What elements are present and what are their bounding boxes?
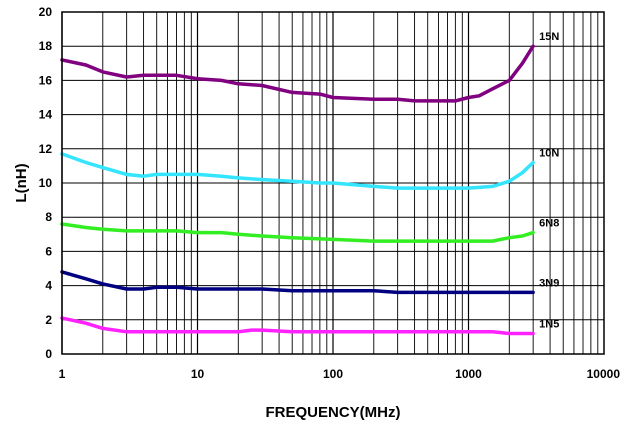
series-label-3n9: 3N9 [539,277,559,289]
x-tick-label: 1000 [455,367,482,381]
y-tick-label: 18 [39,39,53,53]
y-tick-label: 12 [39,142,53,156]
series-label-1n5: 1N5 [539,318,559,330]
plot-frame [61,11,605,355]
x-tick-label: 10 [191,367,205,381]
y-tick-label: 6 [45,244,52,258]
x-tick-labels: 1 10 100 1000 10000 [59,367,621,381]
y-tick-label: 16 [39,73,53,87]
y-tick-label: 8 [45,210,52,224]
y-tick-labels: 0 2 4 6 8 10 12 14 16 18 20 [39,5,53,361]
y-tick-label: 10 [39,176,53,190]
y-axis-title: L(nH) [13,163,30,202]
y-tick-label: 2 [45,313,52,327]
x-axis-title: FREQUENCY(MHz) [266,404,401,421]
x-tick-label: 100 [323,367,343,381]
series-lines [60,44,535,336]
y-tick-label: 4 [45,279,52,293]
y-tick-label: 20 [39,5,53,19]
x-tick-label: 1 [59,367,66,381]
y-tick-label: 0 [45,347,52,361]
y-tick-label: 14 [39,108,53,122]
series-label-15n: 15N [539,31,559,43]
series-label-6n8: 6N8 [539,218,559,230]
series-line-10n [60,152,535,190]
series-line-15n [60,44,535,103]
series-line-1n5 [60,316,535,336]
x-tick-label: 10000 [587,367,621,381]
series-line-3n9 [60,270,535,295]
series-labels: 15N 10N 6N8 3N9 1N5 [539,31,559,330]
series-line-6n8 [60,222,535,243]
series-label-10n: 10N [539,147,559,159]
